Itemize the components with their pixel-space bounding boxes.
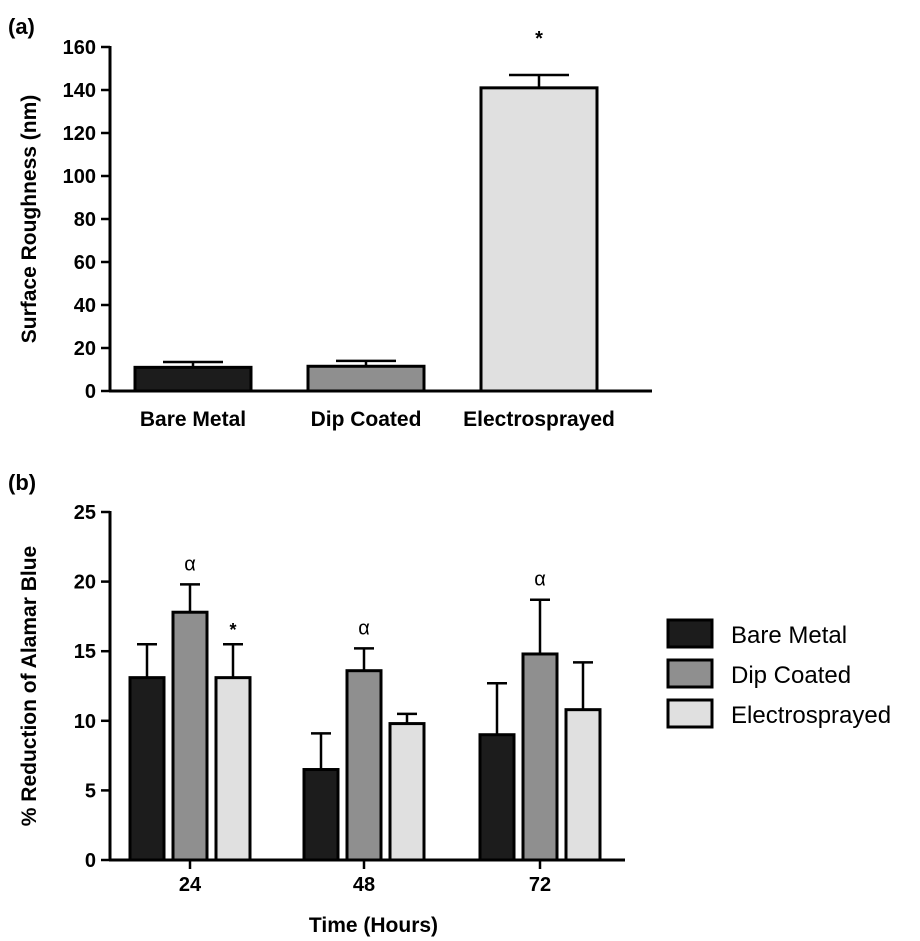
bar-electrosprayed-24 [214, 676, 252, 862]
y-tick-label: 80 [74, 209, 96, 231]
y-tick-label: 60 [74, 252, 96, 274]
y-tick-label: 25 [74, 502, 96, 524]
y-tick-label: 140 [63, 80, 96, 102]
legend-label: Dip Coated [731, 662, 851, 689]
surface-roughness-chart: 0 20 40 60 80 100 120 140 160 Surface Roughness (… [18, 28, 652, 431]
y-tick-label: 15 [74, 641, 96, 663]
legend-swatch [666, 698, 714, 729]
x-tick-label: 72 [529, 874, 551, 896]
legend-label: Bare Metal [731, 622, 847, 649]
legend-swatch [666, 618, 714, 649]
x-tick-label: 24 [179, 874, 202, 896]
bar-electrosprayed-48 [388, 722, 426, 862]
alpha-marker: α [534, 569, 546, 591]
y-axis-label: % Reduction of Alamar Blue [18, 546, 41, 826]
alpha-marker: α [358, 617, 370, 639]
x-tick-label: Dip Coated [311, 408, 422, 431]
x-tick-label: Bare Metal [140, 408, 246, 431]
bar-dip-coated-72 [521, 652, 559, 862]
y-tick-label: 0 [85, 381, 96, 403]
bar-dip-coated-48 [345, 669, 383, 862]
y-axis-label: Surface Roughness (nm) [18, 95, 41, 344]
significance-marker: * [229, 620, 236, 640]
bar-electrosprayed [479, 86, 599, 393]
legend-swatch [666, 658, 714, 689]
y-tick-label: 100 [63, 166, 96, 188]
bar-bare-metal-72 [478, 733, 516, 862]
bar-electrosprayed-72 [564, 708, 602, 862]
y-tick-label: 40 [74, 295, 96, 317]
legend-label: Electrosprayed [731, 702, 891, 729]
bar-bare-metal [133, 365, 253, 393]
y-tick-label: 120 [63, 123, 96, 145]
x-tick-label: 48 [353, 874, 375, 896]
y-tick-label: 10 [74, 711, 96, 733]
y-tick-label: 20 [74, 338, 96, 360]
y-tick-label: 0 [85, 850, 96, 872]
significance-marker: * [535, 28, 543, 50]
bar-dip-coated-24 [171, 610, 209, 862]
bar-bare-metal-48 [302, 768, 340, 862]
y-tick-label: 160 [63, 37, 96, 59]
y-tick-label: 20 [74, 572, 96, 594]
alamar-blue-chart: 0 5 10 15 20 25 % Reduction of Alamar Blue Time… [18, 502, 891, 937]
y-tick-label: 5 [85, 780, 96, 802]
panel-b-label: (b) [8, 470, 36, 495]
panel-a-label: (a) [8, 14, 35, 39]
x-tick-label: Electrosprayed [463, 408, 615, 431]
alpha-marker: α [184, 553, 196, 575]
x-axis-label: Time (Hours) [309, 914, 438, 937]
bar-bare-metal-24 [128, 676, 166, 862]
bar-dip-coated [306, 364, 426, 393]
